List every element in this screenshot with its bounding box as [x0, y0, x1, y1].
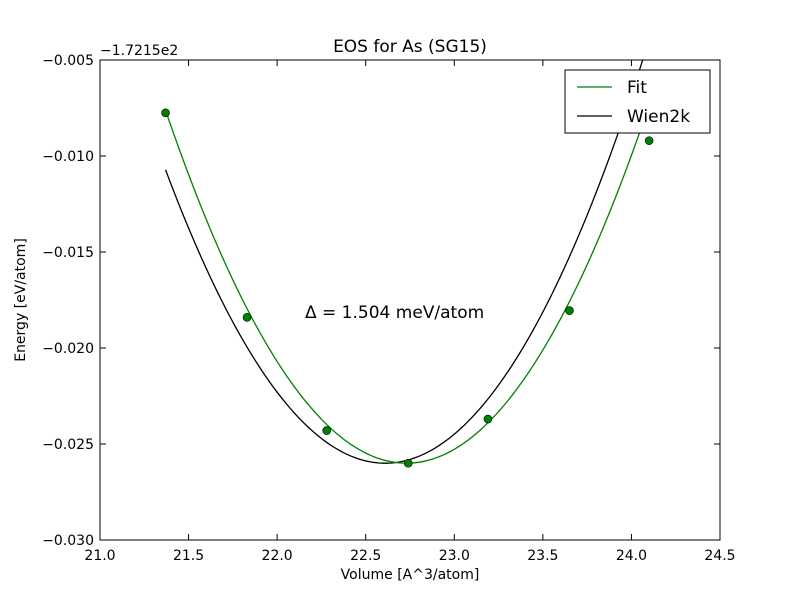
chart-title: EOS for As (SG15)	[333, 37, 487, 57]
y-offset-label: −1.7215e2	[100, 43, 178, 59]
data-point-fit-3	[403, 458, 413, 468]
y-tick-label: −0.005	[42, 53, 94, 69]
y-axis-ticks: −0.005 −0.010 −0.015 −0.020 −0.025 −0.030	[42, 53, 720, 549]
x-tick-label: 22.0	[262, 548, 293, 564]
delta-annotation: Δ = 1.504 meV/atom	[305, 303, 484, 323]
x-tick-label: 24.0	[616, 548, 647, 564]
data-point-fit-0	[161, 108, 170, 118]
y-tick-label: −0.015	[42, 245, 94, 261]
data-point-fit-6	[644, 136, 654, 145]
x-axis-ticks: 21.0 21.5 22.0 22.5 23.0 23.5 24.0 24.5	[84, 60, 736, 564]
y-tick-label: −0.025	[42, 437, 94, 453]
legend: Fit Wien2k	[564, 69, 711, 134]
x-tick-label: 21.5	[173, 548, 204, 564]
series-points-fit	[161, 108, 654, 468]
y-tick-label: −0.030	[42, 533, 94, 549]
x-axis-label: Volume [A^3/atom]	[341, 567, 480, 583]
x-tick-label: 23.5	[527, 548, 558, 564]
x-tick-label: 23.0	[439, 548, 470, 564]
y-tick-label: −0.010	[42, 149, 94, 165]
legend-label-wien2k: Wien2k	[627, 107, 690, 127]
data-point-fit-4	[483, 414, 493, 424]
data-point-fit-5	[565, 306, 574, 315]
legend-box	[564, 69, 711, 134]
axes-frame	[99, 59, 721, 541]
y-axis-label: Energy [eV/atom]	[13, 238, 29, 362]
legend-label-fit: Fit	[627, 78, 647, 98]
x-tick-label: 21.0	[84, 548, 115, 564]
x-tick-label: 24.5	[704, 548, 735, 564]
x-tick-label: 22.5	[350, 548, 381, 564]
data-point-fit-2	[322, 426, 332, 435]
plot-area	[161, 60, 654, 468]
data-point-fit-1	[242, 312, 252, 322]
y-tick-label: −0.020	[42, 341, 94, 357]
